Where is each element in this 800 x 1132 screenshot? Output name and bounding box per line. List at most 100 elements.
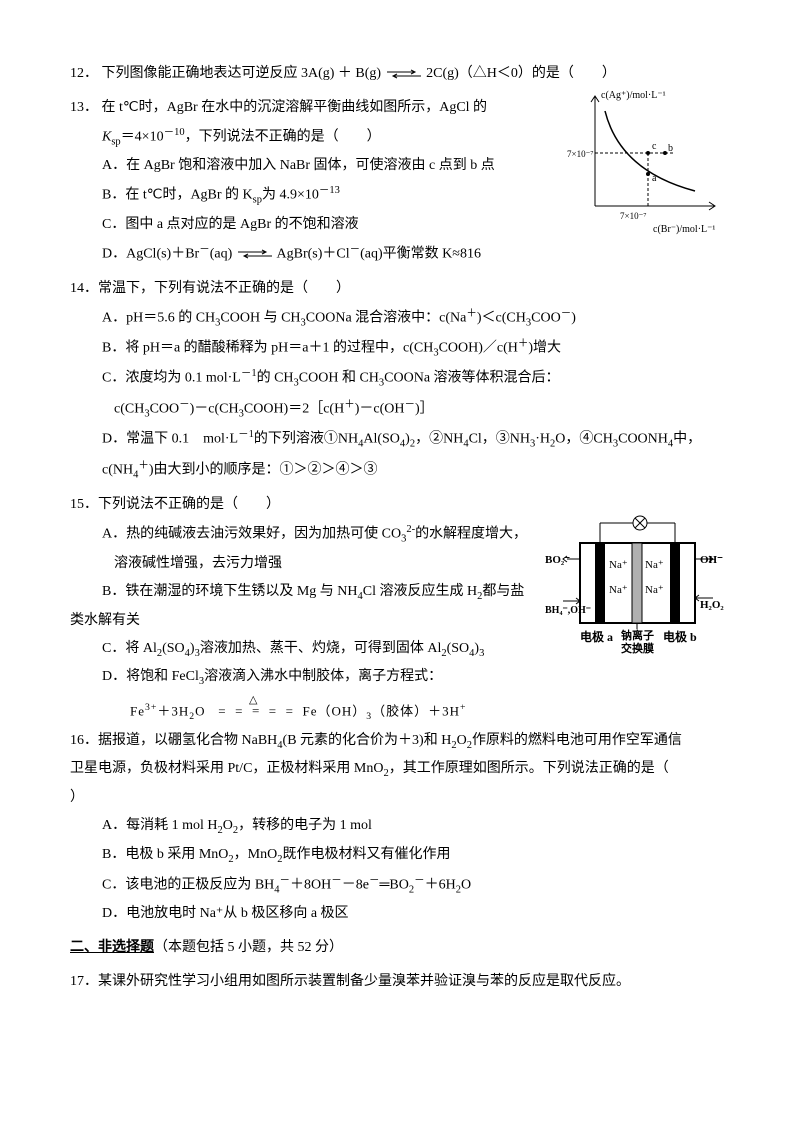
svg-text:交换膜: 交换膜 xyxy=(621,641,654,655)
pt-b: b xyxy=(668,143,673,154)
q14D-a: D．常温下 0.1 mol·L xyxy=(102,432,238,447)
question-14: 14．常温下，下列有说法不正确的是（ ） A．pH＝5.6 的 CH3COOH … xyxy=(70,275,730,486)
solubility-curve-graph: c b a 7×10⁻⁷ 7×10⁻⁷ c(Ag⁺)/mol·L⁻¹ c(Br⁻… xyxy=(565,86,730,236)
q16-1c: O xyxy=(457,733,467,748)
q13-optB-b: 为 4.9×10 xyxy=(262,188,319,203)
q17-num: 17． xyxy=(70,968,98,996)
svg-text:BH₄⁻,OH⁻: BH₄⁻,OH⁻ xyxy=(545,605,591,616)
q16B-a: B．电极 b 采用 MnO xyxy=(102,847,228,862)
q14C2-f: )］ xyxy=(415,402,434,417)
label-b: 电极 b xyxy=(663,629,697,644)
q13-num: 13． xyxy=(70,94,98,122)
q14-num: 14． xyxy=(70,275,98,303)
q15-stem: 下列说法不正确的是（ ） xyxy=(98,497,280,512)
q14D-i: COONH xyxy=(618,432,668,447)
q14A-e: COO xyxy=(531,310,561,325)
label-a: 电极 a xyxy=(580,629,613,644)
pt-c: c xyxy=(652,141,657,152)
y-label: c(Ag⁺)/mol·L⁻¹ xyxy=(601,90,666,101)
q14B-a: B．将 pH＝a 的醋酸稀释为 pH＝a＋1 的过程中，c(CH xyxy=(102,341,433,356)
equilibrium-arrow-icon xyxy=(236,249,274,259)
q15C-e: (SO xyxy=(447,641,470,656)
q14B-c: )增大 xyxy=(528,341,561,356)
q14C2-d: COOH)＝2［c(H xyxy=(244,402,344,417)
x-tick: 7×10⁻⁷ xyxy=(620,211,646,221)
q15D-a: D．将饱和 FeCl xyxy=(102,669,199,684)
q16-num: 16． xyxy=(70,727,98,755)
q13-optD-b: (aq) xyxy=(210,247,233,262)
q16-1b: (B 元素的化合价为＋3)和 H xyxy=(283,733,452,748)
svg-text:钠离子: 钠离子 xyxy=(621,628,654,642)
question-15: 15．下列说法不正确的是（ ） A．热的纯碱液去油污效果好，因为加热可使 CO3… xyxy=(70,491,730,692)
fuel-cell-diagram: Na⁺ Na⁺ Na⁺ Na⁺ BO₂⁻ BH₄⁻,OH⁻ OH⁻ H₂O₂ 电… xyxy=(545,513,730,668)
q14C-c: COOH 和 CH xyxy=(299,371,379,386)
question-17: 17．某课外研究性学习小组用如图所示装置制备少量溴苯并验证溴与苯的反应是取代反应… xyxy=(70,968,730,996)
q15B-a: B．铁在潮湿的环境下生锈以及 Mg 与 NH xyxy=(102,584,358,599)
q13-optB-a: B．在 t℃时，AgBr 的 K xyxy=(102,188,253,203)
q14C2-a: c(CH xyxy=(114,402,144,417)
q14A-a: A．pH＝5.6 的 CH xyxy=(102,310,215,325)
q14D-h: O，④CH xyxy=(555,432,613,447)
q15-equation: Fe3+＋3H2O = = =△ = = Fe（OH）3（胶体）＋3H+ xyxy=(70,698,730,726)
q13-line2c: ，下列说法不正确的是（ ） xyxy=(185,130,381,145)
q16-1a: 据报道，以硼氢化合物 NaBH xyxy=(98,733,277,748)
q14D-g: ·H xyxy=(535,432,550,447)
q14A-f: ) xyxy=(571,310,576,325)
q15C-d: 溶液加热、蒸干、灼烧，可得到固体 Al xyxy=(200,641,442,656)
na2: Na⁺ xyxy=(645,559,664,571)
q16A-c: ，转移的电子为 1 mol xyxy=(238,818,372,833)
q15A-a: A．热的纯碱液去油污效果好，因为加热可使 CO xyxy=(102,527,401,542)
q16C-a: C．该电池的正极反应为 BH xyxy=(102,877,274,892)
q16C-d: ═BO xyxy=(380,877,409,892)
q13-optD-a: D．AgCl(s)＋Br xyxy=(102,247,199,262)
q16-2a: 卫星电源，负极材料采用 Pt/C，正极材料采用 MnO xyxy=(70,761,383,776)
q12-text-b: 2C(g)（△H＜0）的是（ ） xyxy=(426,66,616,81)
q14C2-e: )－c(OH xyxy=(355,402,405,417)
question-13: 13． 在 t℃时，AgBr 在水中的沉淀溶解平衡曲线如图所示，AgCl 的 K… xyxy=(70,94,730,269)
q13-ksp-val: ＝4×10 xyxy=(121,130,164,145)
section2-rest: （本题包括 5 小题，共 52 分） xyxy=(154,940,343,955)
q16C-e: ＋6H xyxy=(425,877,456,892)
q15B-b: Cl 溶液反应生成 H xyxy=(363,584,477,599)
q14A-d: )＜c(CH xyxy=(477,310,526,325)
section2-head: 二、非选择题 xyxy=(70,940,154,955)
q15C-a: C．将 Al xyxy=(102,641,157,656)
q14D-b: 的下列溶液①NH xyxy=(254,432,358,447)
q15C-b: (SO xyxy=(162,641,185,656)
question-16: 16．据报道，以硼氢化合物 NaBH4(B 元素的化合价为＋3)和 H2O2作原… xyxy=(70,727,730,929)
q16A-b: O xyxy=(223,818,233,833)
q16B-c: 既作电极材料又有催化作用 xyxy=(282,847,450,862)
q16C-b: ＋8OH xyxy=(290,877,331,892)
q16C-f: O xyxy=(461,877,471,892)
q17-text: 某课外研究性学习小组用如图所示装置制备少量溴苯并验证溴与苯的反应是取代反应。 xyxy=(98,974,630,989)
question-12: 12． 下列图像能正确地表达可逆反应 3A(g) ＋ B(g) 2C(g)（△H… xyxy=(70,60,730,88)
q12-num: 12． xyxy=(70,60,98,88)
eq-c: O xyxy=(195,703,205,718)
equilibrium-arrow-icon xyxy=(385,69,423,79)
q14D-e: ，②NH xyxy=(415,432,463,447)
eq-b: ＋3H xyxy=(157,703,189,718)
q14C2-c: )－c(CH xyxy=(190,402,239,417)
q15-num: 15． xyxy=(70,491,98,519)
q14D2-b: )由大到小的顺序是：①＞②＞④＞③ xyxy=(149,462,378,477)
q14C-a: C．浓度均为 0.1 mol·L xyxy=(102,371,241,386)
q16-3: ） xyxy=(70,784,730,812)
q14-stem: 常温下，下列有说法不正确的是（ ） xyxy=(98,281,350,296)
na4: Na⁺ xyxy=(645,584,664,596)
q16C-c: －8e xyxy=(342,877,369,892)
q13-line1: 在 t℃时，AgBr 在水中的沉淀溶解平衡曲线如图所示，AgCl 的 xyxy=(102,100,488,115)
q15A-b: 的水解程度增大， xyxy=(415,527,527,542)
na1: Na⁺ xyxy=(609,559,628,571)
left-in: BO₂⁻ xyxy=(545,554,570,566)
q13-ksp-sym: K xyxy=(102,130,111,145)
na3: Na⁺ xyxy=(609,584,628,596)
right-out: H₂O₂ xyxy=(700,599,724,611)
q14D2-a: c(NH xyxy=(102,462,133,477)
q13-optD-d: (aq)平衡常数 K≈816 xyxy=(360,247,481,262)
q14C2-b: COO xyxy=(150,402,180,417)
q12-text-a: 下列图像能正确地表达可逆反应 3A(g) ＋ B(g) xyxy=(102,66,382,81)
x-label: c(Br⁻)/mol·L⁻¹ xyxy=(653,224,715,235)
q16B-b: ，MnO xyxy=(234,847,278,862)
eq-d: Fe（OH） xyxy=(302,703,366,718)
q16D: D．电池放电时 Na⁺从 b 极区移向 a 极区 xyxy=(70,900,730,928)
